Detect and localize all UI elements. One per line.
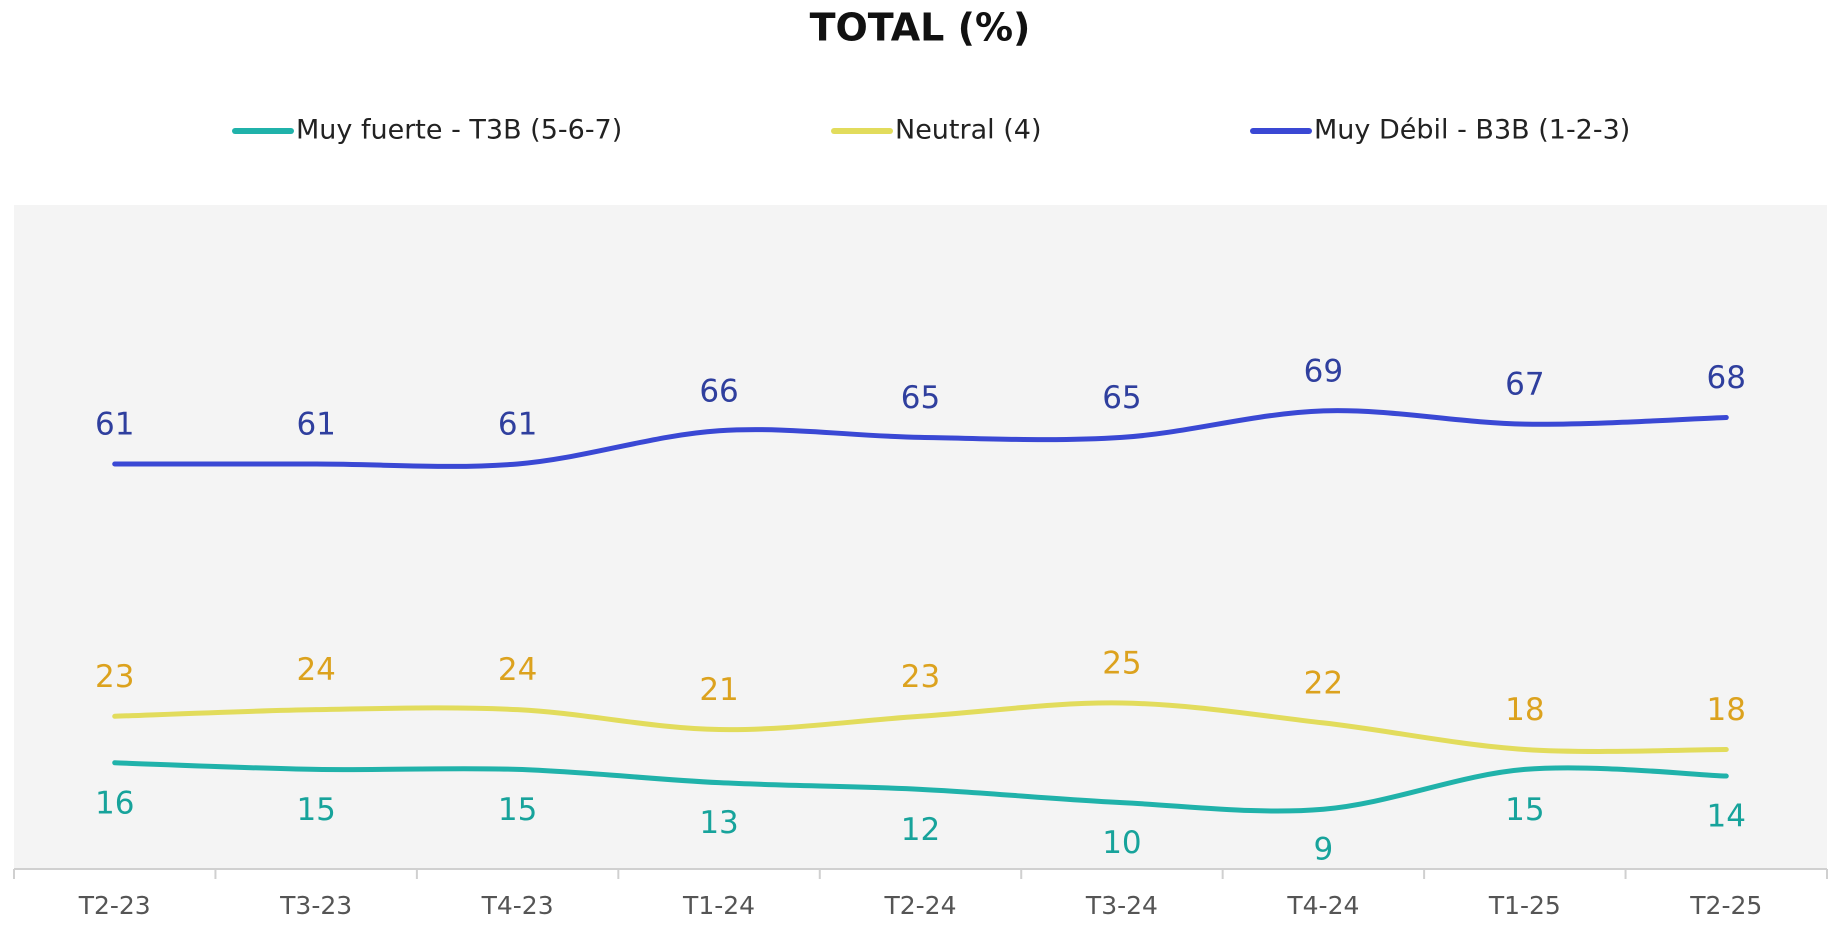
data-label: 61 bbox=[296, 406, 335, 442]
legend-label: Muy fuerte - T3B (5-6-7) bbox=[296, 115, 622, 146]
legend-label: Muy Débil - B3B (1-2-3) bbox=[1314, 115, 1630, 146]
data-label: 23 bbox=[95, 659, 134, 695]
x-tick-label: T4-23 bbox=[481, 891, 554, 920]
data-label: 68 bbox=[1707, 360, 1746, 396]
data-label: 67 bbox=[1505, 367, 1544, 403]
data-label: 15 bbox=[1505, 792, 1544, 828]
data-label: 18 bbox=[1707, 692, 1746, 728]
x-tick-label: T1-25 bbox=[1488, 891, 1561, 920]
plot-area bbox=[14, 205, 1827, 869]
data-label: 16 bbox=[95, 785, 134, 821]
x-tick-label: T4-24 bbox=[1286, 891, 1359, 920]
x-tick-label: T3-23 bbox=[279, 891, 352, 920]
data-label: 9 bbox=[1314, 832, 1334, 868]
chart-title: TOTAL (%) bbox=[810, 6, 1031, 50]
x-tick-label: T2-23 bbox=[78, 891, 151, 920]
data-label: 65 bbox=[901, 380, 940, 416]
series-line bbox=[112, 760, 1729, 814]
data-label: 15 bbox=[296, 792, 335, 828]
data-label: 23 bbox=[901, 659, 940, 695]
x-tick-label: T2-25 bbox=[1689, 891, 1762, 920]
legend-label: Neutral (4) bbox=[895, 115, 1041, 146]
data-label: 18 bbox=[1505, 692, 1544, 728]
series-line bbox=[112, 408, 1729, 469]
data-label: 12 bbox=[901, 812, 940, 848]
data-label: 21 bbox=[699, 672, 738, 708]
data-label: 10 bbox=[1102, 825, 1141, 861]
data-label: 24 bbox=[296, 652, 335, 688]
data-label: 25 bbox=[1102, 646, 1141, 682]
data-label: 61 bbox=[95, 406, 134, 442]
data-label: 69 bbox=[1304, 353, 1343, 389]
x-tick-label: T1-24 bbox=[682, 891, 755, 920]
data-label: 14 bbox=[1707, 799, 1746, 835]
data-label: 24 bbox=[498, 652, 537, 688]
series-line bbox=[112, 700, 1729, 754]
x-tick-label: T3-24 bbox=[1085, 891, 1158, 920]
data-label: 15 bbox=[498, 792, 537, 828]
x-tick-label: T2-24 bbox=[883, 891, 956, 920]
data-label: 13 bbox=[699, 805, 738, 841]
data-label: 22 bbox=[1304, 665, 1343, 701]
data-label: 66 bbox=[699, 373, 738, 409]
data-label: 65 bbox=[1102, 380, 1141, 416]
data-label: 61 bbox=[498, 406, 537, 442]
